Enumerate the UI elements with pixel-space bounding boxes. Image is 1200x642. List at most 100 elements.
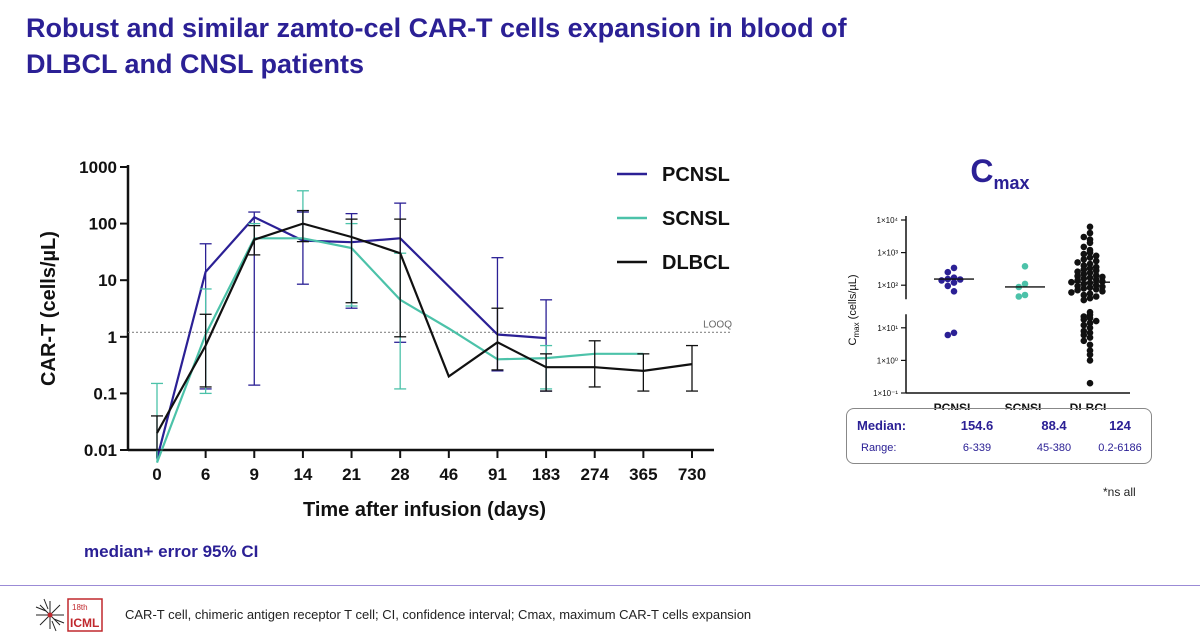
- cmax-point-scnsl: [1021, 291, 1029, 299]
- cmax-point-dlbcl: [1086, 334, 1094, 341]
- range-pcnsl: 6-339: [962, 442, 992, 454]
- ns-note: *ns all: [1103, 485, 1136, 499]
- median-row-label: Median:: [857, 418, 907, 433]
- cmax-point-dlbcl: [1092, 257, 1100, 265]
- cmax-y-tick-label: 1×10³: [877, 249, 898, 258]
- cmax-point-dlbcl: [1080, 256, 1088, 263]
- cmax-point-dlbcl: [1086, 379, 1094, 387]
- cmax-point-pcnsl: [944, 331, 952, 339]
- cmax-point-dlbcl: [1080, 316, 1088, 323]
- x-tick-label: 365: [629, 465, 657, 484]
- cmax-y-tick-label: 1×10⁴: [877, 216, 899, 225]
- cmax-point-dlbcl: [1074, 259, 1081, 266]
- series-scnsl: [151, 190, 644, 463]
- cmax-point-dlbcl: [1080, 233, 1088, 241]
- cmax-point-dlbcl: [1086, 279, 1094, 287]
- cmax-point-scnsl: [1021, 263, 1029, 270]
- range-row-label: Range:: [861, 442, 897, 454]
- cmax-y-tick-label: 1×10⁻¹: [873, 389, 898, 398]
- legend-label-pcnsl: PCNSL: [662, 164, 730, 186]
- x-tick-label: 6: [201, 465, 210, 484]
- cmax-point-dlbcl: [1092, 317, 1100, 325]
- cmax-y-tick-label: 1×10⁰: [877, 356, 898, 365]
- slide-title: Robust and similar zamto-cel CAR-T cells…: [26, 10, 1026, 82]
- series-line-dlbcl: [156, 222, 693, 434]
- cmax-point-scnsl: [1021, 280, 1029, 288]
- cmax-point-dlbcl: [1099, 273, 1106, 281]
- car-t-expansion-line-chart: 0.01 0.1 1 10 100 1000 0 6 9 14 21 28 46 91 183 274 365 7…: [38, 158, 732, 521]
- x-tick-label: 9: [250, 465, 259, 484]
- x-tick-label: 730: [678, 465, 706, 484]
- x-tick-label: 183: [532, 465, 560, 484]
- cmax-y-tick-label: 1×10¹: [877, 324, 898, 333]
- title-line-2: DLBCL and CNSL patients: [26, 49, 365, 79]
- cmax-point-dlbcl: [1092, 252, 1100, 260]
- x-tick-label: 14: [293, 465, 312, 484]
- cmax-point-dlbcl: [1086, 314, 1094, 322]
- cmax-point-dlbcl: [1080, 331, 1088, 339]
- cmax-point-dlbcl: [1080, 275, 1088, 282]
- y-tick-label: 10: [98, 271, 117, 290]
- cmax-point-dlbcl: [1086, 357, 1094, 364]
- logo-name: ICML: [70, 616, 99, 630]
- cmax-point-dlbcl: [1086, 294, 1094, 302]
- x-tick-label: 0: [152, 465, 161, 484]
- icml-logo: 18th ICML: [35, 598, 103, 632]
- cmax-x-label-scnsl: SCNSL: [1005, 401, 1046, 410]
- series-pcnsl: [155, 202, 553, 460]
- median-dlbcl: 124: [1109, 418, 1131, 433]
- cmax-point-dlbcl: [1092, 286, 1100, 293]
- cmax-point-pcnsl: [950, 264, 958, 272]
- x-axis-title: Time after infusion (days): [303, 499, 546, 521]
- footer-divider: [0, 585, 1200, 586]
- cmax-point-dlbcl: [1068, 289, 1075, 296]
- range-scnsl: 45-380: [1036, 442, 1072, 454]
- cmax-point-dlbcl: [1086, 223, 1094, 231]
- range-dlbcl: 0.2-6186: [1098, 442, 1142, 454]
- cmax-point-pcnsl: [944, 268, 952, 276]
- cmax-point-dlbcl: [1080, 321, 1088, 329]
- x-tick-label: 274: [581, 465, 610, 484]
- cmax-point-dlbcl: [1080, 243, 1088, 251]
- cmax-point-dlbcl: [1086, 284, 1094, 291]
- footer-abbreviations: CAR-T cell, chimeric antigen receptor T …: [125, 607, 752, 622]
- cmax-point-dlbcl: [1086, 249, 1094, 256]
- cmax-point-dlbcl: [1080, 337, 1088, 345]
- x-tick-label: 21: [342, 465, 361, 484]
- cmax-point-dlbcl: [1086, 351, 1094, 358]
- ci-footnote: median+ error 95% CI: [84, 542, 259, 561]
- cmax-y-axis-title: Cmax (cells/µL): [847, 275, 861, 346]
- cmax-point-dlbcl: [1092, 267, 1100, 274]
- cmax-scatter-chart: Cmax 1×10⁻¹ 1×10⁰ 1×10¹ 1×10² 1×10³ 1×10⁴ Cmax …: [847, 153, 1130, 410]
- cmax-point-dlbcl: [1099, 288, 1106, 295]
- cmax-y-tick-label: 1×10²: [877, 281, 898, 290]
- cmax-point-pcnsl: [950, 279, 958, 286]
- median-pcnsl: 154.6: [960, 418, 994, 433]
- cmax-point-dlbcl: [1092, 293, 1100, 300]
- cmax-point-dlbcl: [1086, 274, 1094, 281]
- y-tick-label: 1: [108, 328, 117, 347]
- cmax-point-dlbcl: [1086, 324, 1094, 332]
- cmax-summary-table: Median: 154.6 88.4 124 Range: 6-339 45-3…: [846, 408, 1152, 464]
- cmax-point-pcnsl: [944, 282, 952, 290]
- y-tick-label: 100: [89, 215, 117, 234]
- cmax-point-dlbcl: [1099, 283, 1106, 290]
- cmax-point-pcnsl: [950, 288, 958, 295]
- cmax-point-dlbcl: [1092, 276, 1100, 283]
- cmax-point-dlbcl: [1086, 319, 1094, 327]
- cmax-chart-title: Cmax: [970, 153, 1029, 193]
- series-line-pcnsl: [155, 215, 547, 460]
- cmax-point-dlbcl: [1074, 286, 1081, 294]
- x-tick-label: 28: [391, 465, 410, 484]
- y-tick-label: 0.01: [84, 441, 117, 460]
- cmax-point-dlbcl: [1086, 254, 1094, 261]
- y-axis-title: CAR-T (cells/µL): [38, 231, 60, 386]
- logo-edition: 18th: [72, 603, 88, 612]
- cmax-point-dlbcl: [1086, 239, 1094, 247]
- cmax-point-dlbcl: [1080, 285, 1088, 292]
- title-line-1: Robust and similar zamto-cel CAR-T cells…: [26, 13, 847, 43]
- median-scnsl: 88.4: [1041, 418, 1067, 433]
- y-tick-label: 1000: [79, 158, 117, 177]
- cmax-point-dlbcl: [1086, 269, 1094, 277]
- cmax-point-dlbcl: [1086, 229, 1094, 237]
